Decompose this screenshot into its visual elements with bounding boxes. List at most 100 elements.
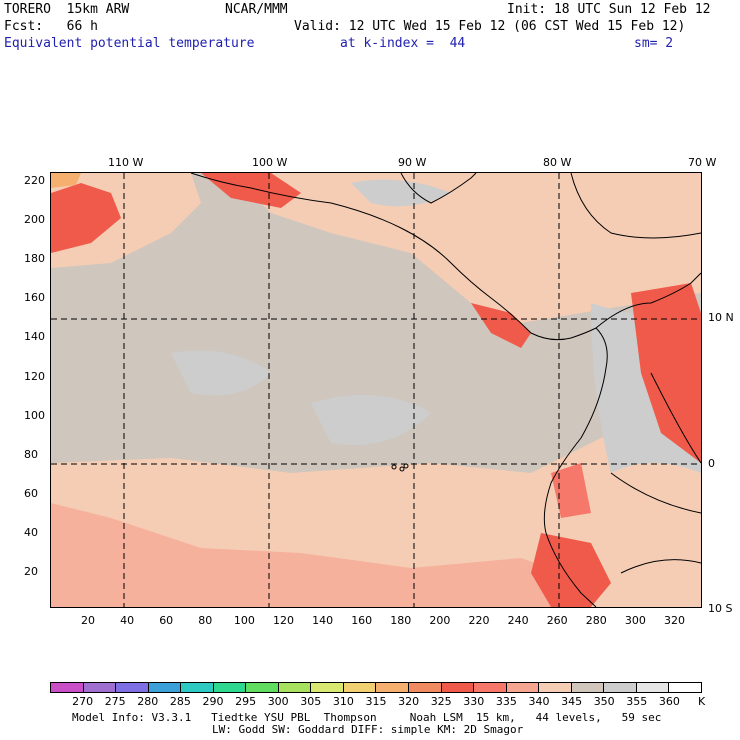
level-info: at k-index = 44 <box>340 36 466 51</box>
bottom-tick-label: 320 <box>664 614 685 627</box>
bottom-tick-label: 160 <box>351 614 373 627</box>
left-tick-label: 20 <box>24 565 38 578</box>
region-south-band <box>51 503 591 607</box>
lon-label-70w: 70 W <box>688 156 717 169</box>
lat-lon-grid <box>51 173 701 607</box>
region-central-america <box>231 173 701 323</box>
left-tick-label: 140 <box>24 330 45 344</box>
colorbar-label: 330 <box>463 695 485 708</box>
bottom-tick-label: 220 <box>468 614 490 627</box>
colorbar-label: 345 <box>561 695 583 708</box>
colorbar-swatch <box>246 683 279 692</box>
colorbar-swatch <box>116 683 149 692</box>
map-panel <box>50 172 702 608</box>
colorbar-label: 360 <box>658 695 680 708</box>
model-name: TORERO 15km ARW <box>4 2 130 17</box>
colorbar-label: 295 <box>235 695 257 708</box>
colorbar-label: 270 <box>72 695 94 708</box>
bottom-tick-label: 260 <box>546 614 568 627</box>
colorbar-swatch <box>669 683 701 692</box>
colorbar-swatch <box>604 683 637 692</box>
lon-label-100w: 100 W <box>252 156 288 169</box>
coastlines <box>190 173 701 607</box>
hotspot-northwest <box>51 183 121 253</box>
colorbar-swatch <box>506 683 540 692</box>
colorbar-unit: K <box>698 695 706 708</box>
colorbar-swatch <box>278 683 312 692</box>
colorbar-swatch <box>83 683 117 692</box>
colorbar-swatch <box>539 683 572 692</box>
colorbar-swatch <box>474 683 507 692</box>
bottom-tick-label: 200 <box>429 614 451 627</box>
model-info: Model Info: V3.3.1 Tiedtke YSU PBL Thomp… <box>72 711 662 724</box>
left-tick-label: 40 <box>24 525 38 539</box>
lat-label-10s: 10 S <box>708 602 733 615</box>
bottom-tick-label: 280 <box>585 614 607 627</box>
left-tick-label: 220 <box>24 174 45 187</box>
colorbar-swatch <box>148 683 182 692</box>
left-tick-label: 180 <box>24 252 45 266</box>
colorbar-swatch <box>409 683 442 692</box>
colorbar <box>50 682 702 693</box>
colorbar-label: 290 <box>202 695 224 708</box>
colorbar-label: 300 <box>267 695 289 708</box>
colorbar-label: 325 <box>430 695 452 708</box>
map-svg <box>51 173 701 607</box>
colorbar-swatch <box>311 683 344 692</box>
lon-label-90w: 90 W <box>398 156 427 169</box>
colorbar-label: 335 <box>495 695 517 708</box>
colorbar-swatch <box>441 683 475 692</box>
hotspot-costa-rica <box>471 303 531 348</box>
hotspot-peru <box>531 533 611 607</box>
colorbar-swatch <box>181 683 214 692</box>
bottom-tick-label: 140 <box>312 614 334 627</box>
left-tick-label: 100 <box>24 408 45 422</box>
colorbar-label: 310 <box>332 695 354 708</box>
organization: NCAR/MMM <box>225 2 288 17</box>
bottom-tick-label: 20 <box>81 614 95 627</box>
bottom-tick-label: 120 <box>273 614 294 627</box>
colorbar-label: 340 <box>528 695 550 708</box>
hotspot-corner <box>51 173 81 188</box>
colorbar-label: 315 <box>365 695 387 708</box>
left-tick-label: 60 <box>24 486 38 500</box>
bottom-tick-label: 80 <box>198 614 213 627</box>
bottom-tick-label: 40 <box>120 614 135 627</box>
colorbar-label: 285 <box>169 695 191 708</box>
field-name: Equivalent potential temperature <box>4 36 255 51</box>
left-tick-label: 80 <box>24 447 38 461</box>
colorbar-label: 275 <box>104 695 126 708</box>
bottom-tick-label: 100 <box>233 614 255 627</box>
lon-label-80w: 80 W <box>543 156 572 169</box>
colorbar-swatch <box>571 683 605 692</box>
colorbar-label: 350 <box>593 695 615 708</box>
smoothing-info: sm= 2 <box>634 36 674 51</box>
colorbar-swatch <box>51 683 84 692</box>
colorbar-label: 320 <box>398 695 420 708</box>
colorbar-swatch <box>376 683 410 692</box>
bottom-tick-label: 60 <box>159 614 174 627</box>
init-time: Init: 18 UTC Sun 12 Feb 12 <box>507 2 711 17</box>
colorbar-swatch <box>343 683 377 692</box>
lat-label-0: 0 <box>708 457 715 470</box>
gray-patch-2 <box>311 395 431 445</box>
left-tick-label: 120 <box>24 369 45 383</box>
galapagos-islands <box>391 463 409 472</box>
bottom-tick-label: 180 <box>390 614 412 627</box>
left-tick-label: 160 <box>24 291 45 305</box>
colorbar-label: 355 <box>626 695 648 708</box>
colorbar-swatch <box>636 683 670 692</box>
left-tick-label: 200 <box>24 213 45 227</box>
hotspot-mexico <box>201 173 301 208</box>
forecast-hour: Fcst: 66 h <box>4 19 98 34</box>
colorbar-label: 305 <box>300 695 322 708</box>
lat-label-10n: 10 N <box>708 311 734 324</box>
hotspot-colombia <box>631 283 701 463</box>
gray-patch-1 <box>171 350 271 396</box>
bottom-tick-label: 300 <box>624 614 646 627</box>
bottom-tick-label: 240 <box>507 614 529 627</box>
physics-info: LW: Godd SW: Goddard DIFF: simple KM: 2D… <box>212 723 524 736</box>
lon-label-110w: 110 W <box>108 156 144 169</box>
colorbar-label: 280 <box>137 695 159 708</box>
colorbar-swatch <box>213 683 247 692</box>
